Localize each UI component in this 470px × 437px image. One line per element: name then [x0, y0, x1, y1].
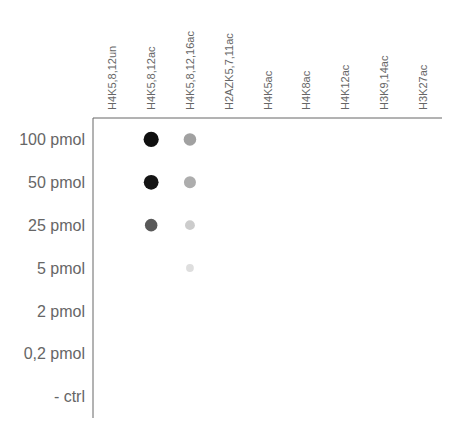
svg-text:5 pmol: 5 pmol — [37, 260, 85, 277]
svg-text:100 pmol: 100 pmol — [19, 131, 85, 148]
svg-text:25 pmol: 25 pmol — [28, 217, 85, 234]
svg-text:2 pmol: 2 pmol — [37, 303, 85, 320]
svg-text:0,2 pmol: 0,2 pmol — [24, 345, 85, 362]
svg-text:H4K5ac: H4K5ac — [262, 70, 274, 110]
svg-text:H2AZK5,7,11ac: H2AZK5,7,11ac — [223, 33, 235, 110]
svg-text:H4K12ac: H4K12ac — [339, 64, 351, 110]
svg-text:H4K5,8,12,16ac: H4K5,8,12,16ac — [184, 31, 196, 110]
svg-text:H4K8ac: H4K8ac — [300, 70, 312, 110]
svg-text:H4K5,8,12ac: H4K5,8,12ac — [145, 46, 157, 110]
svg-text:H4K5,8,12un: H4K5,8,12un — [106, 46, 118, 110]
svg-text:- ctrl: - ctrl — [54, 388, 85, 405]
svg-text:H3K27ac: H3K27ac — [417, 64, 429, 110]
svg-text:H3K9,14ac: H3K9,14ac — [378, 55, 390, 110]
svg-text:50 pmol: 50 pmol — [28, 174, 85, 191]
